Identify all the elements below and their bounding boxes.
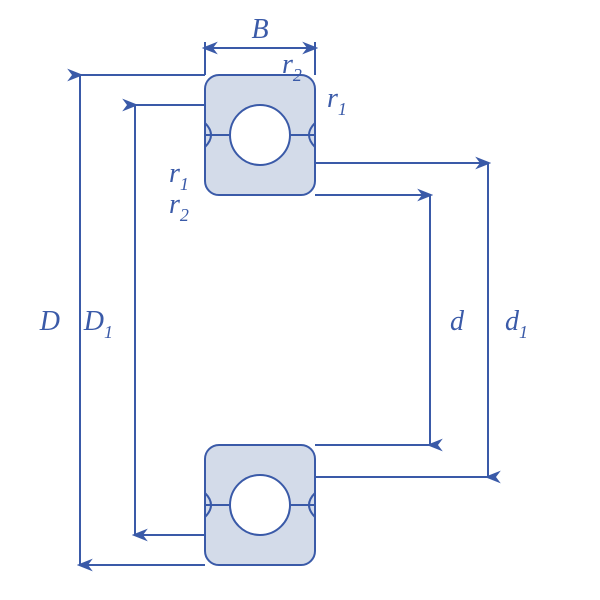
label-d1: d1	[505, 306, 528, 342]
bearing-cross-section-diagram: DD1dd1Br1r2r1r2	[0, 0, 600, 600]
label-D: D	[39, 306, 60, 337]
bearing-bottom-ball	[230, 475, 290, 535]
label-r1-top: r1	[327, 83, 347, 119]
label-r2-top: r2	[282, 49, 302, 85]
label-r2-bot: r2	[169, 189, 189, 225]
label-D1: D1	[83, 306, 113, 342]
bearing-top-ball	[230, 105, 290, 165]
label-d: d	[450, 306, 465, 337]
label-B: B	[251, 14, 268, 45]
